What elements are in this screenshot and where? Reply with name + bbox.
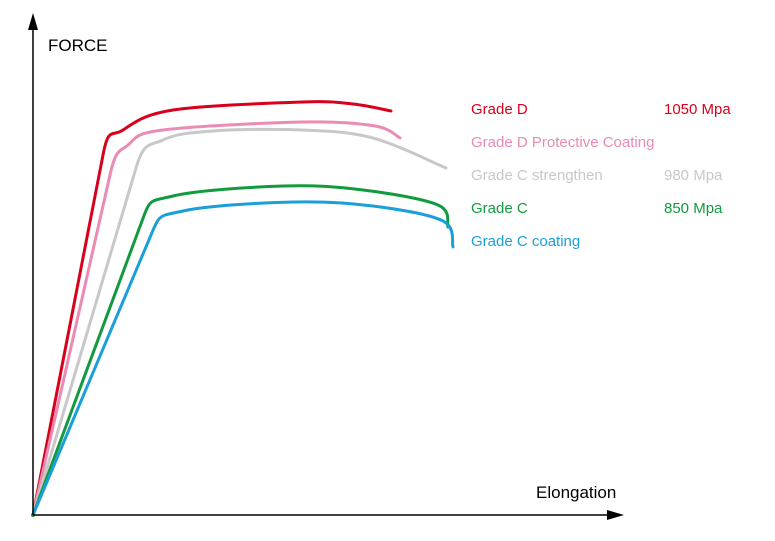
legend-label-grade-d: Grade D	[471, 101, 528, 118]
series-line-grade-c	[31, 184, 450, 517]
series-line-grade-d	[31, 100, 393, 517]
x-axis-arrow	[607, 510, 624, 520]
legend-value-grade-d: 1050 Mpa	[664, 101, 731, 118]
legend-label-grade-c-coating: Grade C coating	[471, 233, 580, 250]
legend-value-grade-c-strengthen: 980 Mpa	[664, 167, 723, 184]
legend: Grade D 1050 Mpa Grade D Protective Coatin…	[471, 101, 731, 250]
series-line-grade-c-coating	[31, 200, 455, 517]
series-layer	[31, 100, 455, 517]
legend-label-grade-c: Grade C	[471, 200, 528, 217]
legend-value-grade-c: 850 Mpa	[664, 200, 723, 217]
legend-label-grade-c-strengthen: Grade C strengthen	[471, 167, 603, 184]
legend-label-grade-d-protective-coating: Grade D Protective Coating	[471, 134, 654, 151]
y-axis-arrow	[28, 13, 38, 30]
x-axis-label: Elongation	[536, 483, 616, 502]
series-line-grade-c-strengthen	[31, 127, 448, 517]
y-axis-label: FORCE	[48, 36, 108, 55]
series-line-grade-d-protective-coating	[31, 120, 402, 517]
